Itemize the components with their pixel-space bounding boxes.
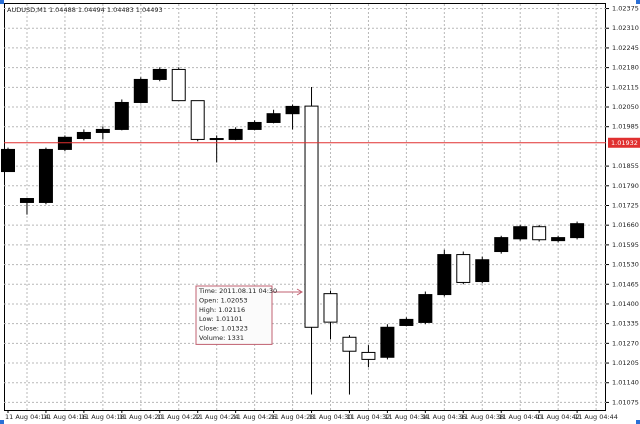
candle-body	[285, 105, 300, 115]
candle-body	[304, 105, 319, 328]
candle-body	[38, 148, 53, 203]
y-tick-label: 1.02310	[612, 24, 639, 32]
candle-body	[1, 148, 15, 173]
y-tick-label: 1.01660	[612, 221, 639, 229]
candle-body	[418, 294, 433, 323]
x-tick-label: 11 Aug 04:20	[119, 413, 163, 421]
y-tick-label: 1.01335	[612, 320, 639, 328]
y-tick-label: 1.01985	[612, 123, 639, 131]
tooltip-line: High: 1.02116	[199, 306, 245, 314]
y-tick-label: 1.01595	[612, 241, 639, 249]
candle-body	[95, 128, 110, 133]
candle-body	[228, 128, 243, 140]
candle-body	[494, 237, 509, 253]
x-tick-label: 11 Aug 04:36	[422, 413, 466, 421]
tooltip-line: Open: 1.02053	[199, 296, 248, 304]
candle-body	[190, 100, 205, 140]
candle-body	[76, 131, 91, 140]
candle-body	[570, 223, 585, 239]
tooltip-line: Time: 2011.08.11 04:30	[198, 287, 277, 295]
candle-body	[437, 254, 452, 296]
corner-handle	[636, 0, 640, 4]
y-tick-label: 1.01725	[612, 201, 639, 209]
x-tick-label: 11 Aug 04:16	[43, 413, 87, 421]
axes: 1.02375 1.02310 1.02245 1.02180 1.02115 1.020…	[5, 5, 640, 421]
candle-body	[209, 138, 224, 141]
y-tick-label: 1.01075	[612, 398, 639, 406]
x-tick-label: 11 Aug 04:26	[233, 413, 277, 421]
x-tick-label: 11 Aug 04:42	[536, 413, 580, 421]
candle-body	[171, 68, 186, 102]
chart-title: AUDUSD,M1 1.04488 1.04494 1.04483 1.0449…	[7, 6, 163, 14]
price-label-box	[608, 137, 640, 148]
x-tick-label: 11 Aug 04:28	[271, 413, 315, 421]
price-label: 1.01932	[611, 139, 638, 147]
y-tick-label: 1.02245	[612, 44, 639, 52]
y-tick-label: 1.01530	[612, 261, 639, 269]
x-tick-label: 11 Aug 04:40	[498, 413, 542, 421]
x-tick-label: 11 Aug 04:32	[346, 413, 390, 421]
tooltip-line: Low: 1.01101	[199, 315, 243, 323]
candle-body	[361, 351, 376, 360]
y-tick-label: 1.01400	[612, 300, 639, 308]
y-tick-label: 1.01270	[612, 339, 639, 347]
y-tick-label: 1.02375	[612, 5, 639, 13]
candle-body	[399, 318, 414, 326]
tooltip-arrow	[272, 288, 303, 296]
x-tick-label: 11 Aug 04:34	[384, 413, 428, 421]
corner-handle	[636, 420, 640, 424]
candle-body	[380, 326, 395, 358]
y-tick-label: 1.01205	[612, 359, 639, 367]
x-tick-label: 11 Aug 04:24	[195, 413, 239, 421]
candle-body	[266, 113, 281, 123]
candle-body	[19, 198, 34, 203]
candle-body	[114, 101, 129, 130]
corner-handle	[0, 0, 4, 4]
candle-body	[133, 78, 148, 103]
x-tick-label: 11 Aug 04:30	[309, 413, 353, 421]
y-tick-label: 1.01790	[612, 182, 639, 190]
y-tick-label: 1.02115	[612, 83, 639, 91]
y-tick-label: 1.01855	[612, 162, 639, 170]
candle-body	[247, 121, 262, 130]
x-tick-label: 11 Aug 04:44	[574, 413, 618, 421]
tooltip-box	[195, 285, 273, 345]
y-tick-label: 1.02180	[612, 64, 639, 72]
plot-frame	[4, 3, 606, 411]
candles	[1, 67, 606, 395]
x-tick-label: 11 Aug 04:18	[81, 413, 125, 421]
y-tick-label: 1.01465	[612, 280, 639, 288]
corner-handle	[0, 420, 4, 424]
candle-body	[323, 293, 338, 323]
tooltip-line: Close: 1.01323	[199, 325, 248, 333]
candle-body	[456, 254, 471, 283]
tooltip-line: Volume: 1331	[199, 334, 244, 342]
x-tick-label: 11 Aug 04:38	[460, 413, 504, 421]
x-tick-label: 11 Aug 04:22	[157, 413, 201, 421]
candle-body	[475, 259, 490, 283]
candle-body	[513, 226, 528, 240]
candle-body	[57, 136, 72, 150]
candle-body	[342, 336, 357, 352]
candle-body	[532, 226, 547, 241]
candle-body	[152, 68, 167, 80]
y-tick-label: 1.01140	[612, 379, 639, 387]
x-tick-label: 11 Aug 04:14	[5, 413, 49, 421]
candle-body	[551, 237, 566, 242]
y-tick-label: 1.02050	[612, 103, 639, 111]
